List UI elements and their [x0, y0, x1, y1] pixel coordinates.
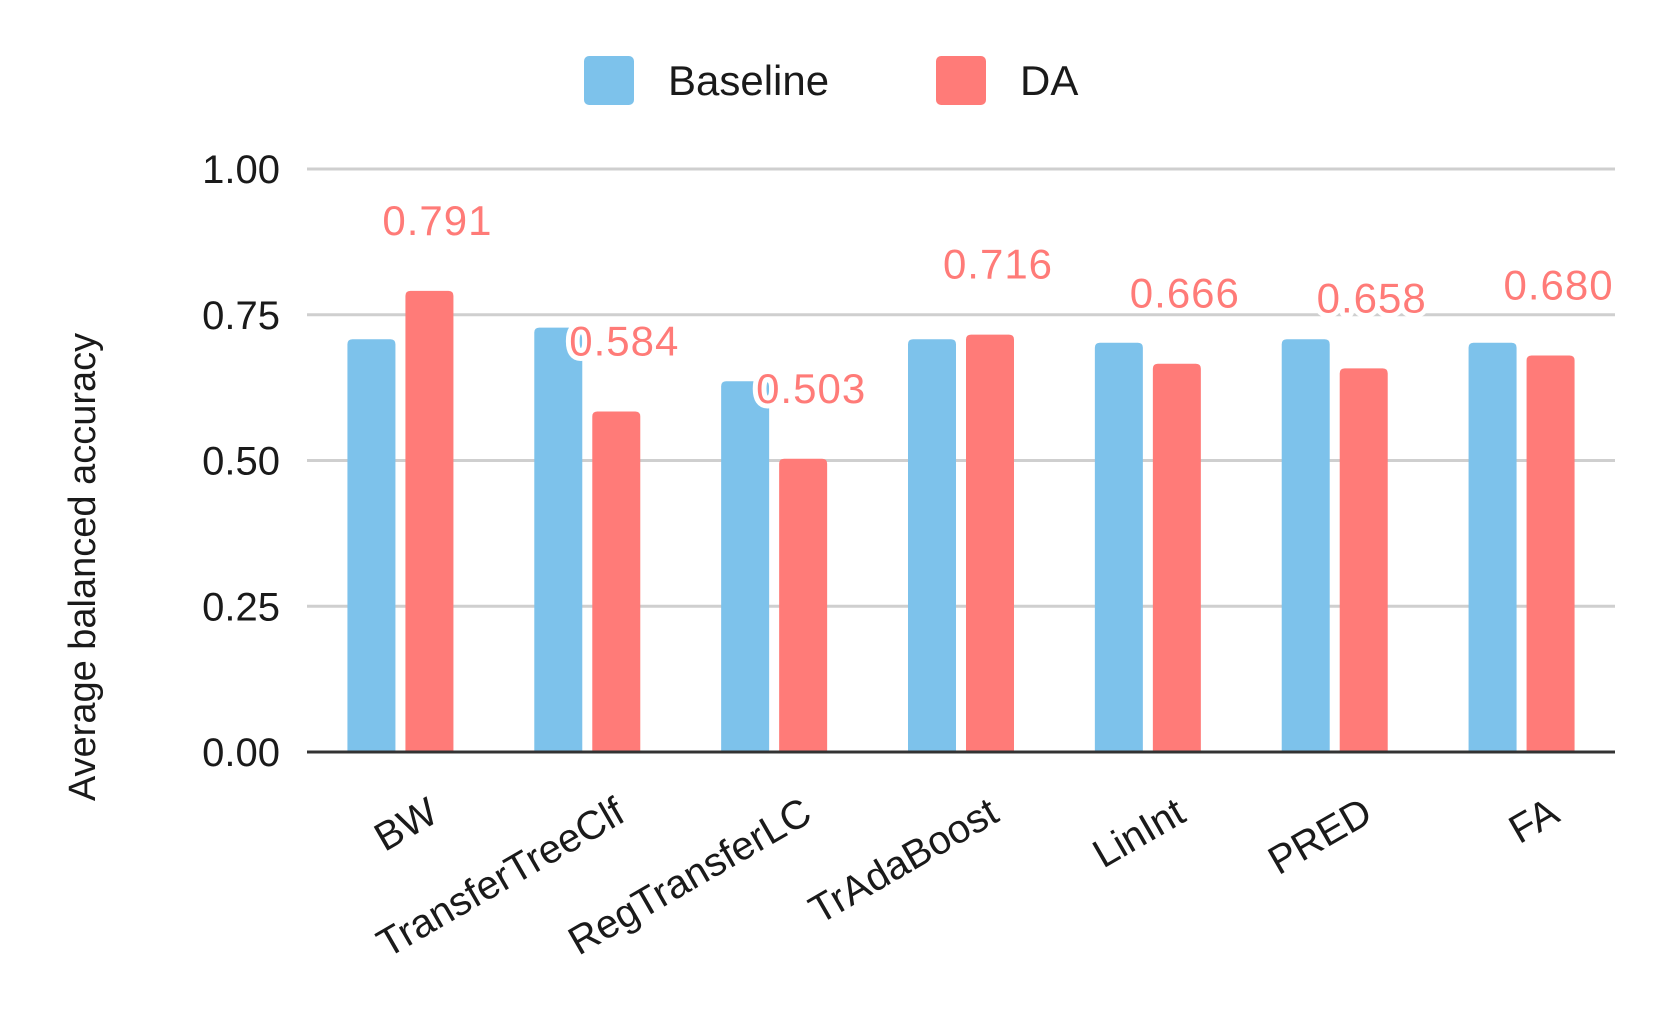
data-label-da: 0.503	[756, 365, 866, 412]
y-tick-label: 0.50	[202, 440, 280, 484]
data-label-da: 0.791	[382, 197, 492, 244]
y-axis-title: Average balanced accuracy	[62, 333, 104, 801]
x-tick-label: BW	[367, 790, 445, 860]
legend-swatch-baseline	[584, 56, 634, 105]
y-tick-label: 0.00	[202, 731, 280, 775]
bar-da-linint	[1152, 363, 1201, 752]
gridlines	[307, 167, 1615, 608]
bar-da-fa	[1526, 355, 1575, 752]
data-label-da: 0.666	[1130, 270, 1240, 317]
bar-da-bw	[405, 290, 454, 752]
legend-label-da: DA	[1020, 57, 1078, 104]
bar-da-transfertreeclf	[592, 411, 641, 752]
bars	[347, 290, 1575, 752]
data-label-da: 0.584	[569, 318, 679, 365]
x-tick-label: LinInt	[1086, 790, 1193, 877]
bar-baseline-pred	[1281, 339, 1330, 752]
bar-da-tradaboost	[966, 334, 1014, 752]
data-label-da: 0.680	[1504, 262, 1614, 309]
bar-da-pred	[1339, 368, 1388, 752]
x-tick-label: TrAdaBoost	[802, 790, 1006, 933]
x-tick-label: PRED	[1261, 790, 1379, 884]
legend-swatch-da	[936, 56, 986, 105]
data-labels: 0.791 0.584 0.503 0.716 0.666 0.658 0.680	[377, 192, 1617, 417]
bar-baseline-bw	[347, 339, 396, 752]
bar-baseline-regtransferlc	[721, 381, 770, 752]
legend: Baseline DA	[584, 56, 1078, 105]
y-tick-label: 0.75	[202, 294, 280, 338]
bar-baseline-fa	[1468, 342, 1517, 752]
x-tick-label: FA	[1502, 790, 1567, 853]
data-label-da: 0.716	[943, 241, 1053, 288]
bar-da-regtransferlc	[779, 458, 828, 752]
bar-baseline-transfertreeclf	[534, 327, 583, 752]
bar-baseline-tradaboost	[908, 339, 956, 752]
y-tick-label: 1.00	[202, 148, 280, 192]
legend-label-baseline: Baseline	[668, 57, 829, 104]
data-label-da: 0.658	[1317, 274, 1427, 321]
y-tick-label: 0.25	[202, 585, 280, 629]
bar-baseline-linint	[1094, 342, 1143, 752]
